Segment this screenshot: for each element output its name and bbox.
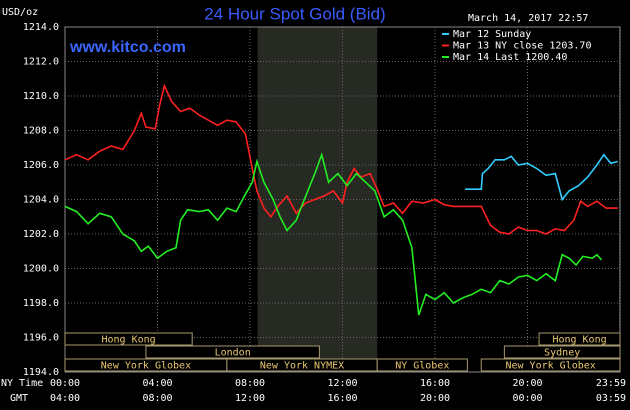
- legend-label: Mar 14 Last 1200.40: [453, 52, 567, 63]
- session-box: [376, 358, 468, 372]
- x-tick-label: 23:59: [596, 378, 626, 389]
- x2-tick-label: 20:00: [420, 393, 450, 404]
- session-box: [64, 332, 193, 346]
- x2-tick-label: 08:00: [142, 393, 172, 404]
- session-label: New York NYMEX: [260, 361, 344, 372]
- x2-tick-label: 03:59: [596, 393, 626, 404]
- x-tick-label: 20:00: [512, 378, 542, 389]
- y-tick-label: 1196.0: [23, 333, 59, 344]
- series-line: [64, 151, 603, 316]
- y-axis-label: USD/oz: [2, 7, 38, 18]
- y-tick-label: 1206.0: [23, 160, 59, 171]
- x-tick-label: 04:00: [142, 378, 172, 389]
- x2-axis-label: GMT: [10, 393, 28, 404]
- x-axis-label: NY Time: [1, 378, 43, 389]
- chart-title: 24 Hour Spot Gold (Bid): [204, 4, 385, 23]
- y-tick-label: 1194.0: [23, 367, 59, 378]
- x-tick-label: 12:00: [327, 378, 357, 389]
- legend-label: Mar 12 Sunday: [453, 29, 531, 40]
- x-tick-label: 08:00: [235, 378, 265, 389]
- y-tick-label: 1202.0: [23, 229, 59, 240]
- session-label: Hong Kong: [102, 335, 156, 346]
- y-tick-label: 1208.0: [23, 126, 59, 137]
- session-label: New York Globex: [101, 361, 191, 372]
- session-label: Sydney: [544, 348, 580, 359]
- x2-tick-label: 12:00: [235, 393, 265, 404]
- y-tick-label: 1212.0: [23, 57, 59, 68]
- plot-border: [64, 26, 621, 373]
- session-label: London: [215, 348, 251, 359]
- y-tick-label: 1204.0: [23, 195, 59, 206]
- y-tick-label: 1210.0: [23, 91, 59, 102]
- timestamp: March 14, 2017 22:57: [468, 13, 588, 24]
- session-label: Hong Kong: [552, 335, 606, 346]
- x2-tick-label: 00:00: [512, 393, 542, 404]
- x2-tick-label: 04:00: [50, 393, 80, 404]
- series-line: [64, 83, 618, 235]
- session-box: [480, 358, 621, 372]
- session-box: [538, 332, 621, 346]
- watermark: www.kitco.com: [69, 39, 186, 56]
- session-box: [145, 345, 320, 359]
- x-tick-label: 00:00: [50, 378, 80, 389]
- session-label: NY Globex: [395, 361, 449, 372]
- x2-tick-label: 16:00: [327, 393, 357, 404]
- x-tick-label: 16:00: [420, 378, 450, 389]
- y-tick-label: 1214.0: [23, 22, 59, 33]
- series-line: [465, 153, 618, 202]
- y-tick-label: 1200.0: [23, 264, 59, 275]
- legend-label: Mar 13 NY close 1203.70: [453, 41, 591, 52]
- session-box: [503, 345, 621, 359]
- session-label: New York Globex: [505, 361, 595, 372]
- y-tick-label: 1198.0: [23, 298, 59, 309]
